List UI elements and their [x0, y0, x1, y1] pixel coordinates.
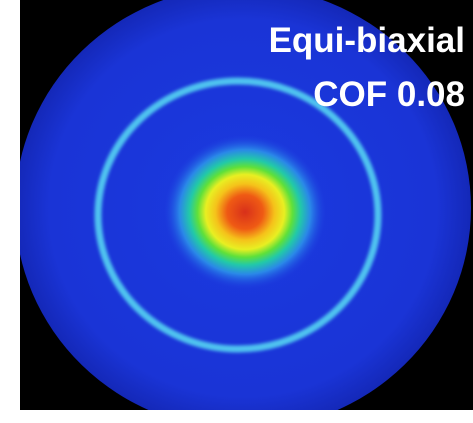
label-line2: COF 0.08 — [313, 75, 465, 114]
label-line1: Equi-biaxial — [269, 21, 465, 60]
hot-spot — [163, 134, 327, 290]
contour-image: Equi-biaxial COF 0.08 — [0, 0, 473, 423]
